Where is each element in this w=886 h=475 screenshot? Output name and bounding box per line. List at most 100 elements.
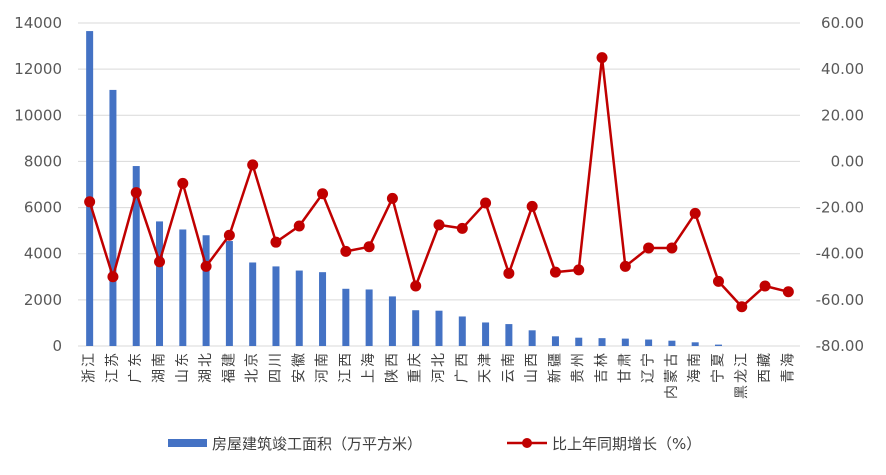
- line-point: [223, 229, 235, 241]
- category-char: 四: [268, 369, 284, 383]
- category-char: 川: [268, 353, 284, 367]
- left-tick-label: 8000: [24, 152, 62, 170]
- bar: [365, 289, 373, 346]
- category-label: 江西: [338, 353, 354, 383]
- line-point: [736, 301, 748, 313]
- category-label: 浙江: [82, 353, 98, 383]
- legend-line-marker: [522, 438, 532, 448]
- left-tick-label: 12000: [14, 60, 62, 78]
- line-point: [363, 241, 375, 253]
- category-char: 州: [571, 353, 587, 367]
- bar: [342, 288, 350, 346]
- bar: [412, 310, 420, 346]
- category-char: 西: [384, 353, 400, 367]
- line-series: [84, 52, 794, 313]
- category-char: 江: [82, 353, 98, 367]
- category-char: 青: [780, 369, 796, 383]
- bar: [179, 229, 187, 346]
- left-tick-label: 10000: [14, 106, 62, 124]
- category-char: 新: [547, 369, 563, 383]
- line-point: [712, 275, 724, 287]
- bar: [109, 89, 117, 347]
- right-tick-label: 20.00: [821, 106, 864, 124]
- left-tick-label: 4000: [24, 245, 62, 263]
- category-label: 新疆: [547, 353, 563, 383]
- category-char: 上: [361, 369, 377, 383]
- category-char: 西: [338, 353, 354, 367]
- bar: [668, 340, 676, 346]
- category-char: 苏: [105, 353, 121, 367]
- category-label: 福建: [221, 353, 237, 383]
- line-point: [573, 264, 585, 276]
- line-point: [782, 286, 794, 298]
- legend-bar-swatch: [168, 439, 207, 447]
- category-char: 福: [221, 369, 237, 383]
- category-char: 江: [105, 369, 121, 383]
- right-tick-label: 60.00: [821, 14, 864, 32]
- category-char: 肃: [617, 353, 633, 367]
- bar: [575, 337, 583, 346]
- category-label: 黑龙江: [734, 353, 750, 399]
- legend-bar-label: 房屋建筑竣工面积（万平方米）: [212, 435, 422, 453]
- category-char: 广: [454, 369, 470, 383]
- legend: 房屋建筑竣工面积（万平方米） 比上年同期增长（%）: [168, 435, 701, 453]
- left-tick-label: 14000: [14, 14, 62, 32]
- category-char: 龙: [734, 369, 750, 383]
- bar: [714, 344, 722, 346]
- category-char: 湖: [152, 369, 168, 383]
- category-char: 湖: [198, 369, 214, 383]
- category-char: 天: [478, 369, 494, 383]
- category-char: 东: [175, 353, 191, 367]
- category-char: 辽: [641, 369, 657, 383]
- category-char: 吉: [594, 369, 610, 383]
- line-point: [317, 188, 329, 200]
- category-label: 湖南: [152, 353, 168, 383]
- category-char: 疆: [547, 353, 563, 367]
- category-char: 夏: [710, 353, 726, 367]
- line-point: [689, 207, 701, 219]
- category-char: 京: [245, 353, 261, 367]
- category-char: 北: [431, 353, 447, 367]
- category-char: 宁: [709, 369, 726, 383]
- bar: [551, 336, 559, 346]
- category-label: 河南: [315, 353, 331, 383]
- category-char: 山: [524, 369, 540, 383]
- category-char: 南: [501, 353, 517, 367]
- category-label: 广东: [128, 353, 144, 383]
- bar: [691, 342, 699, 346]
- category-label: 北京: [245, 353, 261, 383]
- category-label: 西藏: [757, 353, 773, 383]
- category-label: 云南: [501, 353, 517, 383]
- gridlines: [78, 22, 800, 347]
- bar: [482, 322, 490, 346]
- category-char: 重: [408, 369, 424, 383]
- category-label: 湖北: [198, 353, 214, 383]
- category-char: 庆: [408, 353, 424, 367]
- category-char: 南: [152, 353, 168, 367]
- line-point: [759, 280, 771, 292]
- line-point: [177, 177, 189, 189]
- category-label: 青海: [780, 353, 796, 383]
- bar: [645, 339, 653, 346]
- category-char: 贵: [571, 369, 587, 383]
- line-point: [456, 222, 468, 234]
- category-label: 河北: [431, 353, 447, 383]
- bar: [295, 270, 303, 346]
- category-label: 内蒙古: [664, 353, 680, 399]
- category-label: 重庆: [408, 353, 424, 383]
- bar: [319, 272, 327, 346]
- right-tick-label: -80.00: [816, 337, 864, 355]
- category-char: 陕: [384, 369, 400, 383]
- category-label: 广西: [454, 353, 470, 383]
- line-point: [130, 187, 142, 199]
- category-char: 海: [361, 353, 377, 367]
- right-tick-label: -20.00: [816, 199, 864, 217]
- category-char: 古: [664, 353, 680, 367]
- bar: [249, 262, 257, 346]
- bar: [156, 221, 164, 346]
- category-char: 蒙: [664, 369, 680, 383]
- line-point: [386, 192, 398, 204]
- line-point: [433, 219, 445, 231]
- legend-line-label: 比上年同期增长（%）: [552, 435, 701, 453]
